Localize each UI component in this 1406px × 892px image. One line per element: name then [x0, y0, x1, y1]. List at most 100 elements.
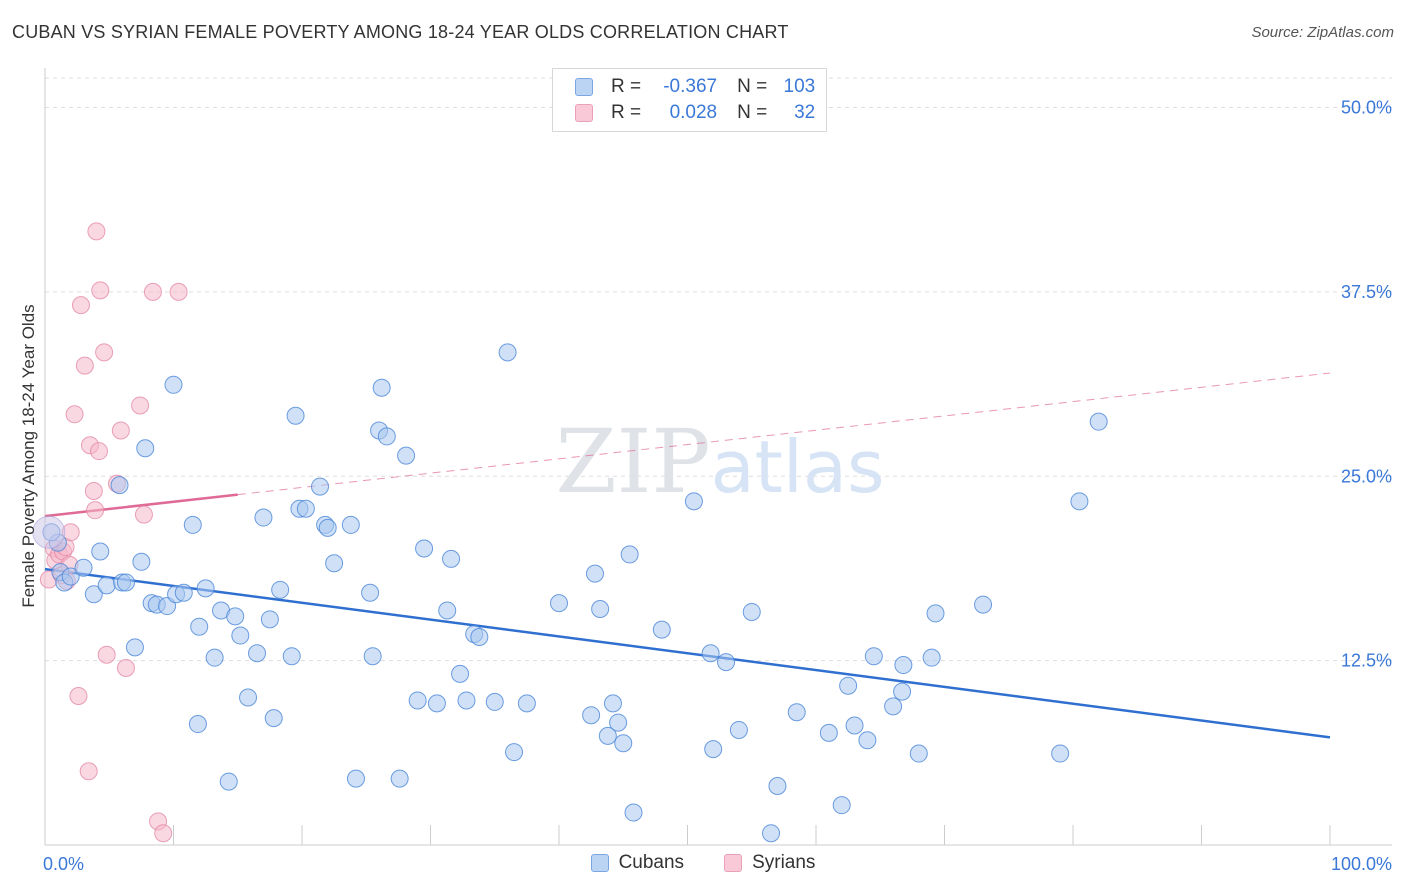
cuban-point [614, 734, 633, 753]
cluster-point [32, 515, 66, 549]
source-credit: Source: ZipAtlas.com [1251, 24, 1394, 41]
legend-r-value: -0.367 [663, 76, 718, 97]
cuban-point [286, 406, 305, 425]
cuban-point [377, 427, 396, 446]
syrian-point [154, 824, 173, 843]
cuban-point [819, 723, 838, 742]
cuban-point [717, 653, 736, 672]
cuban-point [318, 518, 337, 537]
cuban-point [363, 647, 382, 666]
syrians-trend-extension [237, 372, 1331, 496]
syrian-point [169, 282, 188, 301]
legend-item-cubans[interactable]: Cubans [590, 852, 684, 874]
correlation-legend: R = -0.367 N = 103 R = 0.028 N = 32 [552, 68, 827, 132]
grid-lines [45, 77, 1392, 662]
axes [44, 68, 1392, 846]
cuban-point [582, 706, 601, 725]
series-legend: Cubans Syrians [0, 852, 1406, 874]
cuban-point [894, 656, 913, 675]
cubans-swatch [590, 854, 609, 872]
y-axis-label: Female Poverty Among 18-24 Year Olds [19, 304, 38, 607]
syrians-trend-line [44, 493, 238, 518]
cuban-point [264, 709, 283, 728]
cuban-point [325, 554, 344, 573]
cuban-point [190, 617, 209, 636]
cuban-point [296, 499, 315, 518]
chart-title: CUBAN VS SYRIAN FEMALE POVERTY AMONG 18-… [12, 22, 789, 42]
cuban-point [451, 664, 470, 683]
cuban-point [1051, 744, 1070, 763]
cuban-point [742, 602, 761, 621]
cuban-point [1070, 492, 1089, 511]
cuban-point [832, 796, 851, 815]
cuban-point [226, 607, 245, 626]
cuban-point [609, 713, 628, 732]
cuban-point [922, 648, 941, 667]
cuban-point [591, 600, 610, 618]
syrian-point [97, 645, 116, 664]
cuban-point [136, 439, 155, 458]
cuban-point [310, 477, 329, 496]
cuban-point [652, 620, 671, 639]
cuban-point [762, 824, 781, 843]
cuban-point [254, 508, 273, 527]
cuban-point [97, 576, 116, 595]
cuban-point [974, 595, 993, 614]
cuban-point [884, 697, 903, 716]
cuban-point [598, 726, 617, 745]
cuban-point [624, 803, 643, 822]
cuban-point [729, 720, 748, 739]
cuban-point [271, 580, 290, 599]
y-tick-label: 25.0% [1341, 466, 1392, 486]
cuban-point [768, 777, 787, 795]
cuban-point [505, 743, 524, 762]
syrian-point [86, 501, 105, 520]
cuban-point [585, 564, 604, 583]
legend-n-value: 32 [794, 102, 816, 123]
cuban-point [845, 716, 864, 735]
trend-lines [44, 372, 1331, 739]
cuban-point [1089, 412, 1108, 431]
cuban-point [74, 558, 93, 577]
syrian-point [79, 762, 98, 781]
cubans-swatch [575, 78, 593, 96]
cuban-point [408, 691, 427, 710]
y-tick-label: 12.5% [1341, 651, 1392, 671]
syrian-point [143, 282, 162, 301]
cuban-point [701, 644, 720, 663]
tick-labels: 12.5% 25.0% 37.5% 50.0% 0.0% 100.0% [43, 98, 1392, 875]
legend-row-syrians: R = 0.028 N = 32 [575, 100, 815, 126]
cuban-point [282, 647, 301, 666]
legend-item-syrians[interactable]: Syrians [724, 852, 815, 874]
legend-r-value: 0.028 [669, 102, 718, 123]
cuban-point [116, 573, 135, 592]
syrian-point [91, 281, 110, 300]
syrian-point [134, 505, 153, 524]
legend-n-value: 103 [783, 76, 816, 97]
y-tick-label: 50.0% [1341, 98, 1392, 118]
syrian-point [87, 222, 106, 241]
cuban-point [84, 585, 103, 604]
data-points [32, 222, 1108, 843]
cuban-point [909, 744, 928, 763]
cuban-point [196, 579, 215, 598]
cuban-point [704, 740, 723, 759]
syrian-point [84, 482, 103, 500]
cuban-point [248, 644, 267, 663]
cuban-point [438, 601, 457, 620]
cuban-point [260, 610, 279, 629]
cuban-point [684, 492, 703, 511]
syrians-swatch [575, 104, 593, 122]
cuban-point [864, 647, 883, 666]
legend-r-label: R = [611, 102, 642, 123]
cuban-point [346, 769, 365, 788]
syrians-swatch [724, 854, 743, 872]
syrian-point [131, 396, 150, 415]
cuban-point [839, 676, 858, 695]
cuban-point [361, 583, 380, 602]
watermark: ZIPatlas [555, 410, 884, 513]
cuban-point [125, 638, 144, 657]
cuban-point [183, 515, 202, 534]
syrian-point [75, 356, 94, 375]
legend-label: Syrians [752, 852, 816, 873]
